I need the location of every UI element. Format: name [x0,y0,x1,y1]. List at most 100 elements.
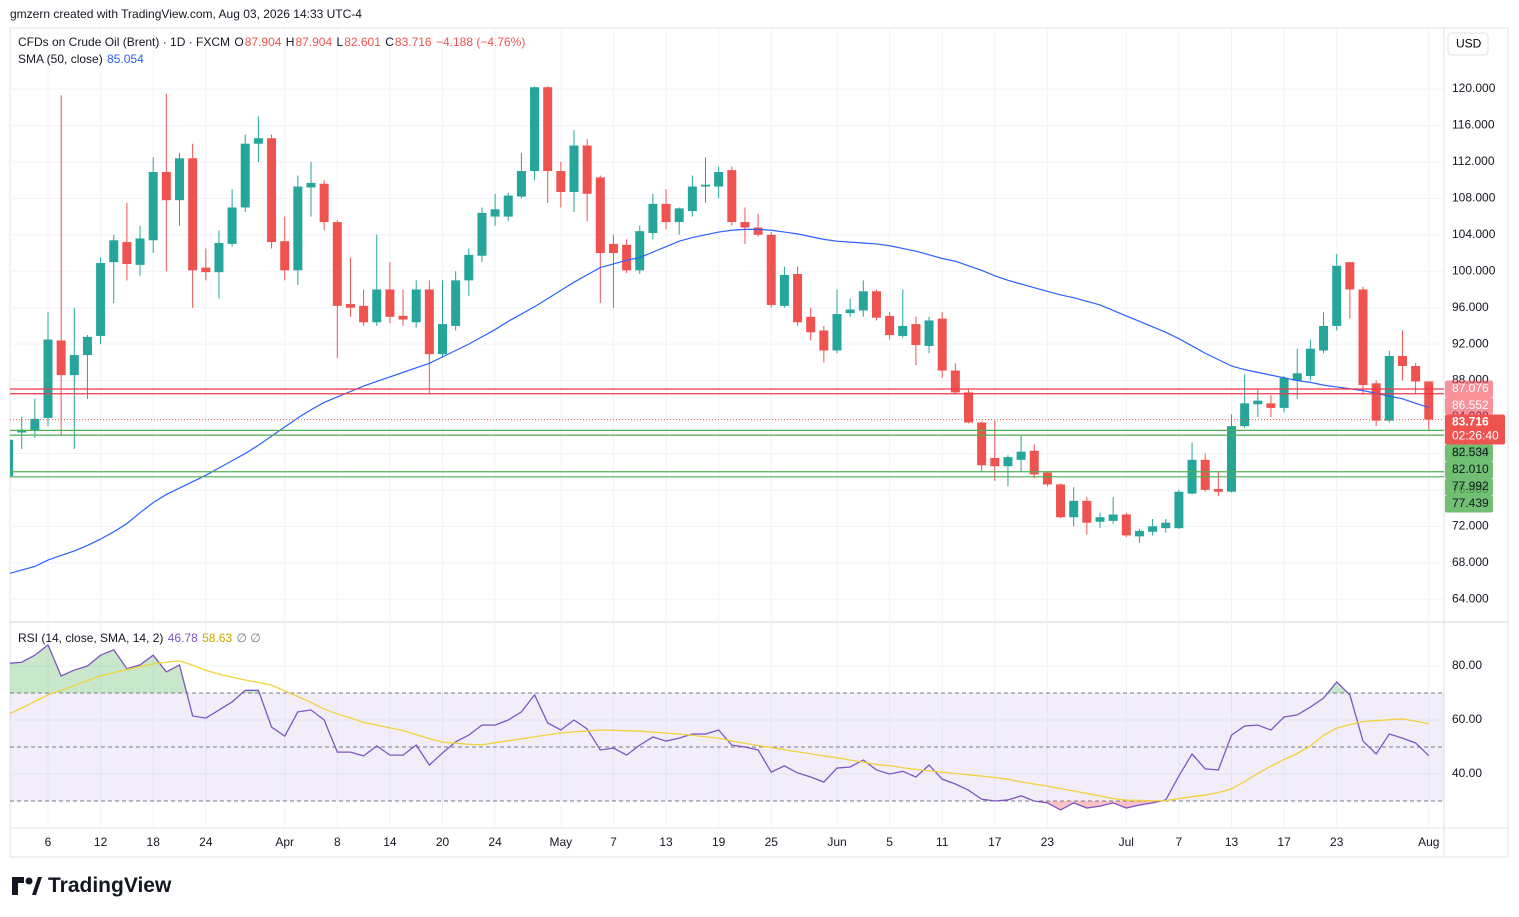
candle-body [424,289,434,355]
candle-body [1384,355,1394,421]
price-line-label: 77.992 [1452,479,1489,493]
candle-body [779,274,789,306]
candle-body [1411,365,1421,382]
candle-body [608,243,618,254]
y-tick-label: 60.00 [1452,712,1482,726]
candle-body [845,309,855,314]
candle-body [122,242,132,264]
price-line-box [1445,495,1493,513]
candle-body [793,273,803,323]
candle-body [687,186,697,212]
candle-body [1082,500,1092,523]
price-pane [10,86,1444,574]
ohlc-letter: C [385,35,394,49]
candle-body [240,143,250,208]
candle-body [937,318,947,371]
x-tick-label: May [550,835,573,849]
axes: 6 12 18 24 Apr 8 14 20 24 May 7 13 19 25 Jun 5 11 17 23 Jul… [45,81,1505,849]
ohlc-value: 82.601 [344,35,381,49]
candle-body [740,222,750,228]
y-tick-label: 100.000 [1452,263,1496,277]
candle-body [135,238,145,265]
rsi-extra: ∅ ∅ [236,631,261,645]
rsi-name: RSI (14, close, SMA, 14, 2) [18,631,164,645]
candle-body [1240,403,1250,427]
x-tick-label: 20 [436,835,450,849]
attribution: gmzern created with TradingView.com, Aug… [10,7,362,21]
candle-body [1292,373,1302,381]
candle-body [17,429,27,433]
candle-body [438,324,447,355]
x-tick-label: 13 [659,835,673,849]
candle-body [1345,262,1355,290]
currency-box[interactable] [1447,32,1489,56]
price-line-label: 82.534 [1452,445,1489,459]
price-line-label: 82.010 [1452,462,1489,476]
x-tick-label: Apr [275,835,294,849]
candle-body [1358,289,1368,386]
candle-body [201,267,211,273]
candle-body [871,291,881,318]
y-tick-label: 80.00 [1452,658,1482,672]
candle-body [1253,400,1263,405]
x-tick-label: 12 [94,835,108,849]
candle-body [82,336,92,356]
y-tick-label: 104.000 [1452,227,1496,241]
y-tick-label: 72.000 [1452,519,1489,533]
x-tick-label: 24 [488,835,502,849]
candle-body [1266,403,1276,408]
rsi-overbought-fill [10,644,1348,694]
candle-body [714,171,724,187]
candle-body [924,320,934,346]
candle-body [30,418,40,431]
x-tick-label: 17 [1277,835,1291,849]
candle-body [530,87,540,172]
candle-body [1319,325,1329,351]
sma-line [10,228,1429,574]
candle-body [727,170,737,223]
candle-body [543,87,553,172]
candle-body [1042,472,1052,485]
candle-body [188,158,198,271]
candle-body [885,315,895,336]
candle-body [319,183,329,223]
price-line-box [1445,461,1493,479]
candle-body [898,325,908,336]
candle-body [477,212,487,256]
candle-body [267,138,277,243]
y-tick-label: 108.000 [1452,191,1496,205]
candle-body [635,231,645,271]
candle-body [227,207,237,244]
candle-body [1227,426,1236,492]
candle-body [214,243,224,273]
x-tick-label: 14 [383,835,397,849]
candle-body [1332,265,1342,326]
x-tick-label: Jun [827,835,846,849]
logo: TradingView [12,874,171,898]
x-tick-label: 6 [45,835,52,849]
candle-body [556,171,566,192]
y-tick-label: 116.000 [1452,118,1495,132]
candle-body [1161,522,1171,529]
candle-body [451,280,461,326]
x-tick-label: 7 [610,835,617,849]
candle-body [280,241,290,271]
rsi-ma-line [10,660,1429,802]
y-tick-label: 68.000 [1452,555,1489,569]
x-tick-label: 11 [936,835,949,849]
price-line-box [1445,397,1493,415]
candle-body [96,263,106,336]
x-tick-label: 17 [988,835,1002,849]
sma-value: 85.054 [107,52,144,66]
candle-body [385,289,395,317]
x-tick-label: 24 [199,835,213,849]
last-price-label: 83.716 [1452,415,1489,429]
candle-body [1134,530,1144,537]
candle-body [1397,355,1407,366]
candle-body [293,186,303,271]
candle-body [1200,459,1210,490]
ohlc-letter: O [234,35,244,49]
x-tick-label: 18 [147,835,161,849]
candle-body [661,203,671,223]
candle-body [1371,383,1381,421]
